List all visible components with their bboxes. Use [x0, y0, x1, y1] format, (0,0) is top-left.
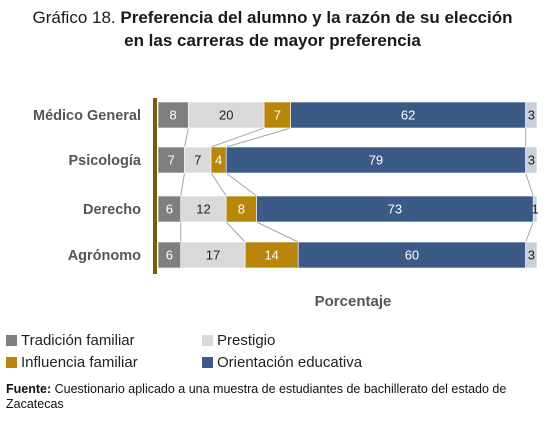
- series-line-tradicion: [184, 127, 189, 148]
- source-label: Fuente:: [6, 382, 52, 396]
- series-line-tradicion: [180, 172, 186, 197]
- title-line2: en las carreras de mayor preferencia: [124, 31, 421, 50]
- data-label-otro: 1: [531, 202, 538, 217]
- y-axis-line: [153, 98, 157, 274]
- series-line-prestigio: [210, 172, 227, 197]
- bar-orientacion: [225, 146, 526, 174]
- data-label-orientacion: 73: [388, 202, 402, 217]
- category-label: Derecho: [83, 202, 141, 218]
- legend-item-tradicion: Tradición familiar: [6, 332, 135, 349]
- data-label-otro: 3: [528, 153, 535, 168]
- series-line-influencia: [225, 172, 257, 197]
- series-line-orientacion: [525, 172, 534, 197]
- legend-label-tradicion: Tradición familiar: [21, 332, 135, 349]
- data-label-orientacion: 62: [401, 108, 415, 123]
- data-label-prestigio: 7: [194, 153, 201, 168]
- data-label-tradicion: 6: [166, 202, 173, 217]
- title-prefix: Gráfico 18.: [32, 8, 116, 27]
- data-label-influencia: 14: [264, 248, 278, 263]
- legend-item-orientacion: Orientación educativa: [202, 354, 362, 371]
- data-label-tradicion: 8: [170, 108, 177, 123]
- series-line-influencia: [226, 127, 291, 148]
- bar-prestigio: [180, 195, 227, 223]
- category-label: Agrónomo: [68, 248, 141, 264]
- bar-otro: [525, 146, 538, 174]
- data-label-influencia: 8: [238, 202, 245, 217]
- source-text: Cuestionario aplicado a una muestra de e…: [6, 382, 507, 411]
- data-label-prestigio: 17: [206, 248, 220, 263]
- legend-label-orientacion: Orientación educativa: [217, 354, 363, 371]
- bar-orientacion: [256, 195, 534, 223]
- chart-title: Gráfico 18. Preferencia del alumno y la …: [0, 6, 545, 52]
- bar-influencia: [225, 195, 257, 223]
- legend-swatch-orientacion: [202, 357, 213, 368]
- source-note: Fuente: Cuestionario aplicado a una mues…: [6, 382, 536, 412]
- bar-prestigio: [180, 241, 246, 269]
- data-label-otro: 3: [528, 108, 535, 123]
- series-line-prestigio: [210, 127, 265, 148]
- data-label-otro: 3: [528, 248, 535, 263]
- legend-swatch-influencia: [6, 357, 17, 368]
- series-line-influencia: [256, 221, 299, 243]
- category-label: Médico General: [33, 108, 141, 124]
- legend-label-prestigio: Prestigio: [217, 332, 276, 349]
- data-label-influencia: 4: [215, 153, 222, 168]
- data-label-tradicion: 6: [166, 248, 173, 263]
- data-label-orientacion: 60: [405, 248, 419, 263]
- bar-tradicion: [157, 101, 189, 129]
- data-label-influencia: 7: [274, 108, 281, 123]
- legend-swatch-prestigio: [202, 335, 213, 346]
- bar-influencia: [244, 241, 299, 269]
- bar-otro: [525, 241, 538, 269]
- title-line1: Preferencia del alumno y la razón de su …: [120, 8, 513, 27]
- bar-prestigio: [188, 101, 265, 129]
- category-label: Psicología: [68, 153, 141, 169]
- data-label-prestigio: 20: [219, 108, 233, 123]
- series-line-prestigio: [225, 221, 246, 243]
- legend-item-influencia: Influencia familiar: [6, 354, 138, 371]
- bar-otro: [525, 101, 538, 129]
- bar-otro: [532, 195, 538, 223]
- series-line-orientacion: [525, 221, 534, 243]
- data-label-prestigio: 12: [196, 202, 210, 217]
- legend-item-prestigio: Prestigio: [202, 332, 275, 349]
- x-axis-label: Porcentaje: [315, 293, 392, 310]
- data-label-tradicion: 7: [168, 153, 175, 168]
- legend-swatch-tradicion: [6, 335, 17, 346]
- bar-orientacion: [297, 241, 526, 269]
- data-label-orientacion: 79: [369, 153, 383, 168]
- legend-label-influencia: Influencia familiar: [21, 354, 138, 371]
